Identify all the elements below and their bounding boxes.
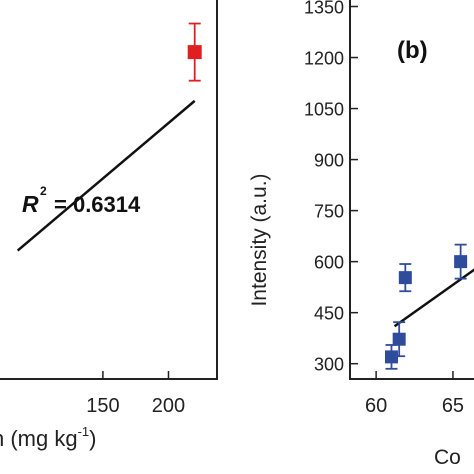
data-point xyxy=(398,271,412,285)
y-tick-label: 900 xyxy=(314,151,344,171)
y-axis-label-b: Intensity (a.u.) xyxy=(248,173,271,306)
x-tick-label: 65 xyxy=(442,395,464,417)
r-squared-symbol: R xyxy=(22,191,39,217)
fit-line xyxy=(16,99,196,252)
x-tick-label: 150 xyxy=(86,395,119,417)
y-tick-label: 1350 xyxy=(304,0,344,18)
y-tick-label: 1050 xyxy=(304,100,344,120)
data-point xyxy=(454,255,468,269)
y-tick-label: 1200 xyxy=(304,49,344,69)
r-squared-superscript: 2 xyxy=(40,184,47,198)
x-axis-label-b: Co xyxy=(434,446,461,469)
panel-b: 60 65 300 450 600 750 900 1050 1200 1350 (b) Inte… xyxy=(248,0,474,469)
data-point xyxy=(392,332,406,346)
y-tick-label: 450 xyxy=(314,304,344,324)
data-point xyxy=(187,45,202,60)
y-tick-label: 300 xyxy=(314,355,344,375)
x-tick-label: 60 xyxy=(365,395,387,417)
panel-a-frame xyxy=(0,0,218,380)
panel-label-b: (b) xyxy=(397,37,428,64)
r-squared-value: = 0.6314 xyxy=(54,192,141,217)
x-axis-label-a: n (mg kg-1) xyxy=(0,424,96,451)
data-point xyxy=(384,350,398,364)
x-tick-label: 200 xyxy=(152,395,185,417)
panel-a: 150 200 R 2 = 0.6314 n (mg kg-1) xyxy=(0,0,218,451)
y-tick-label: 750 xyxy=(314,202,344,222)
panel-b-frame xyxy=(349,0,474,380)
y-tick-label: 600 xyxy=(314,253,344,273)
